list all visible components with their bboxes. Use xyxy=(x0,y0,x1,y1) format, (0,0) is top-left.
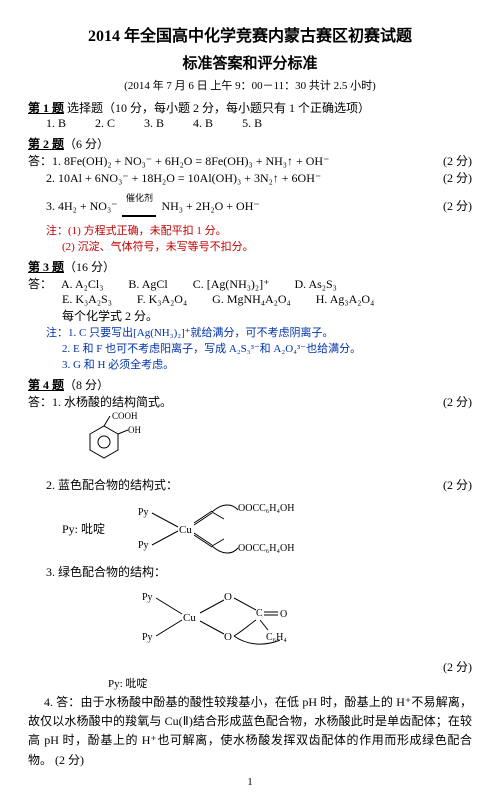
q4-p1-pts: (2 分) xyxy=(443,393,472,410)
q1-c5: 5. B xyxy=(242,116,262,131)
q1-c2: 2. C xyxy=(95,116,115,131)
q4-head: 第 4 题（8 分） xyxy=(28,376,472,393)
q3-b: B. AgCl xyxy=(128,277,167,292)
green-complex-structure: Py Py Cu O O C O C₆H₄ xyxy=(138,580,328,658)
q3-each: 每个化学式 2 分。 xyxy=(62,307,472,324)
q3-c: C. [Ag(NH₃)₂]⁺ xyxy=(193,277,270,292)
q3-note-c: 3. G 和 H 必须全考虑。 xyxy=(62,356,472,372)
q2-eq3-left: 3. 4H₂ + NO₃⁻ xyxy=(46,199,117,213)
q4-pts: （8 分） xyxy=(64,378,109,392)
py-label-2: Py: 吡啶 xyxy=(108,675,472,691)
py-label: Py: 吡啶 xyxy=(62,520,132,537)
svg-text:Cu: Cu xyxy=(183,612,196,624)
svg-text:Cu: Cu xyxy=(179,524,192,536)
q4-p3: 3. 绿色配合物的结构： xyxy=(46,563,472,580)
q1-choices: 1. B 2. C 3. B 4. B 5. B xyxy=(46,116,472,131)
svg-text:OOCC₆H₄OH: OOCC₆H₄OH xyxy=(238,543,294,554)
q2-eq3: 3. 4H₂ + NO₃⁻ 催化剂 NH₃ + 2H₂O + OH⁻ xyxy=(46,192,260,222)
q4-ans-label: 答： xyxy=(28,395,52,409)
q2-note1: 注：(1) 方程式正确，未配平扣 1 分。 xyxy=(46,222,472,238)
q3-note-b: 2. E 和 F 也可不考虑阳离子，写成 A₂S₃³⁻和 A₂O₄³⁻也给满分。 xyxy=(62,340,472,356)
q2-eq3-cat: 催化剂 xyxy=(126,195,153,202)
q1-head: 第 1 题 选择题（10 分，每小题 2 分，每小题只有 1 个正确选项） xyxy=(28,99,472,116)
q2-eq1: 1. 8Fe(OH)₂ + NO₃⁻ + 6H₂O = 8Fe(OH)₃ + N… xyxy=(52,154,329,168)
svg-text:Py: Py xyxy=(138,540,149,551)
q1-rest: 选择题（10 分，每小题 2 分，每小题只有 1 个正确选项） xyxy=(64,101,370,115)
q3-g: G. MgNH₄A₂O₄ xyxy=(212,292,291,307)
q3-ans-label: 答： xyxy=(28,277,52,291)
q3-note-label: 注： xyxy=(46,327,68,339)
q3-note-a: 1. C 只要写出[Ag(NH₃)₂]⁺就给满分，可不考虑阴离子。 xyxy=(68,327,334,339)
q4-4-ans-label: 答： xyxy=(56,695,80,709)
svg-text:Py: Py xyxy=(142,592,153,603)
q1-num: 第 1 题 xyxy=(28,101,64,115)
q1-c4: 4. B xyxy=(193,116,213,131)
q2-eq1-pts: (2 分) xyxy=(443,152,472,169)
q3-h: H. Ag₃A₂O₄ xyxy=(316,292,375,307)
q3-e: E. K₃A₂S₃ xyxy=(62,292,112,307)
q4-p2-pts: (2 分) xyxy=(443,476,472,493)
q4-p3-pts: (2 分) xyxy=(443,658,472,675)
svg-text:C: C xyxy=(256,608,263,619)
q2-head: 第 2 题（6 分） xyxy=(28,135,472,152)
svg-text:OOCC₆H₄OH: OOCC₆H₄OH xyxy=(238,503,294,514)
cooh-label: COOH xyxy=(112,411,138,421)
q1-c1: 1. B xyxy=(46,116,66,131)
q3-pts: （16 分） xyxy=(64,260,115,274)
q2-pts: （6 分） xyxy=(64,137,109,151)
q4-num: 第 4 题 xyxy=(28,378,64,392)
q2-eq2: 2. 10Al + 6NO₃⁻ + 18H₂O = 10Al(OH)₃ + 3N… xyxy=(46,171,321,185)
page-subtitle: 标准答案和评分标准 xyxy=(28,52,472,73)
q4-p2: 2. 蓝色配合物的结构式： xyxy=(46,476,178,493)
q3-head: 第 3 题（16 分） xyxy=(28,258,472,275)
q1-c3: 3. B xyxy=(144,116,164,131)
q3-d: D. As₂S₃ xyxy=(294,277,336,292)
q2-eq3-pts: (2 分) xyxy=(443,197,472,214)
exam-time: (2014 年 7 月 6 日 上午 9：00－11：30 共计 2.5 小时) xyxy=(28,77,472,93)
svg-text:O: O xyxy=(224,591,232,603)
q2-num: 第 2 题 xyxy=(28,137,64,151)
q4-p1: 1. 水杨酸的结构简式。 xyxy=(52,395,172,409)
oh-label: OH xyxy=(128,425,141,435)
q3-f: F. K₃A₂O₄ xyxy=(137,292,187,307)
q4-4-num: 4. xyxy=(44,695,56,709)
page-number: 1 xyxy=(28,776,472,788)
q3-a: A. A₂Cl₃ xyxy=(61,277,103,292)
q2-eq2-pts: (2 分) xyxy=(443,169,472,186)
q2-ans-label: 答： xyxy=(28,154,52,168)
q2-note2: (2) 沉淀、气体符号，未写等号不扣分。 xyxy=(62,238,472,254)
page-title: 2014 年全国高中化学竞赛内蒙古赛区初赛试题 xyxy=(28,22,472,46)
svg-text:Py: Py xyxy=(142,632,153,643)
q3-num: 第 3 题 xyxy=(28,260,64,274)
blue-complex-structure: Py Py Cu OOCC₆H₄OH OOCC₆H₄OH xyxy=(132,493,332,563)
salicylic-structure: COOH OH xyxy=(62,410,472,476)
svg-text:O: O xyxy=(224,631,232,643)
svg-text:Py: Py xyxy=(138,507,149,518)
svg-text:O: O xyxy=(280,609,287,620)
eq-arrow-icon xyxy=(122,215,156,217)
q2-eq3-right: NH₃ + 2H₂O + OH⁻ xyxy=(161,199,259,213)
